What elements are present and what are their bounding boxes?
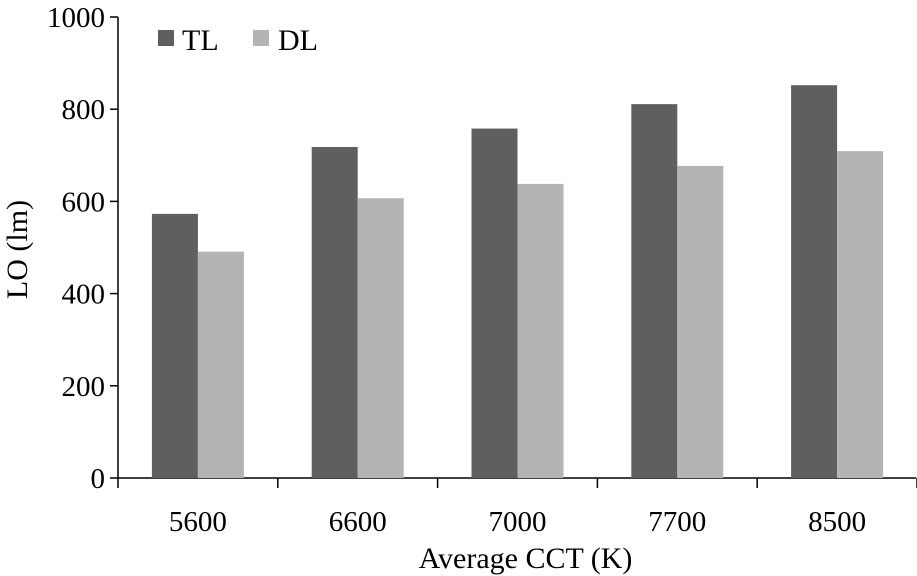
legend-swatch-dl: [253, 30, 269, 46]
legend-label-tl: TL: [182, 24, 219, 57]
bars: [151, 85, 884, 479]
x-tick-label: 6600: [329, 506, 387, 538]
bar-dl-8500: [837, 151, 884, 478]
legend-label-dl: DL: [278, 24, 318, 57]
y-axis-title: LO (lm): [1, 200, 34, 299]
y-tick-label: 800: [62, 94, 106, 126]
bar-tl-7700: [631, 104, 678, 478]
y-tick-label: 400: [62, 279, 106, 311]
y-ticks: 0 200 400 600 800 1000: [47, 2, 118, 495]
legend: TL DL: [158, 24, 318, 57]
legend-swatch-tl: [158, 30, 174, 46]
bar-tl-6600: [311, 147, 358, 478]
bar-tl-5600: [151, 213, 198, 479]
y-tick-label: 1000: [47, 2, 105, 34]
x-ticks: 5600 6600 7000 7700 8500: [117, 478, 917, 538]
x-tick-label: 7700: [648, 506, 706, 538]
y-tick-label: 600: [62, 186, 106, 218]
x-tick-label: 8500: [808, 506, 866, 538]
bar-dl-7000: [517, 183, 564, 478]
bar-tl-7000: [471, 128, 518, 478]
y-tick-label: 0: [91, 463, 106, 495]
bar-dl-5600: [197, 251, 244, 478]
bar-dl-6600: [357, 198, 404, 478]
y-tick-label: 200: [62, 371, 106, 403]
x-tick-label: 7000: [489, 506, 547, 538]
bar-tl-8500: [791, 85, 838, 478]
x-tick-label: 5600: [169, 506, 227, 538]
x-axis-title: Average CCT (K): [419, 542, 633, 575]
bar-dl-7700: [677, 165, 724, 478]
